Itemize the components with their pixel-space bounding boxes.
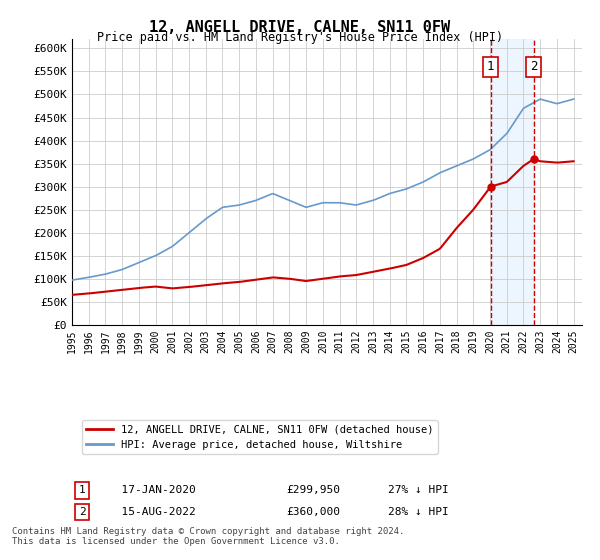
Text: 15-AUG-2022: 15-AUG-2022 <box>108 507 196 517</box>
Text: 17-JAN-2020: 17-JAN-2020 <box>108 486 196 496</box>
Text: £299,950: £299,950 <box>286 486 340 496</box>
Text: 2: 2 <box>530 60 538 73</box>
Legend: 12, ANGELL DRIVE, CALNE, SN11 0FW (detached house), HPI: Average price, detached: 12, ANGELL DRIVE, CALNE, SN11 0FW (detac… <box>82 421 437 454</box>
Text: 1: 1 <box>487 60 494 73</box>
Text: 1: 1 <box>79 486 86 496</box>
Text: Price paid vs. HM Land Registry's House Price Index (HPI): Price paid vs. HM Land Registry's House … <box>97 31 503 44</box>
Text: £360,000: £360,000 <box>286 507 340 517</box>
Text: 12, ANGELL DRIVE, CALNE, SN11 0FW: 12, ANGELL DRIVE, CALNE, SN11 0FW <box>149 20 451 35</box>
Text: 28% ↓ HPI: 28% ↓ HPI <box>388 507 449 517</box>
Text: 2: 2 <box>79 507 86 517</box>
Text: 27% ↓ HPI: 27% ↓ HPI <box>388 486 449 496</box>
Text: Contains HM Land Registry data © Crown copyright and database right 2024.
This d: Contains HM Land Registry data © Crown c… <box>12 526 404 546</box>
